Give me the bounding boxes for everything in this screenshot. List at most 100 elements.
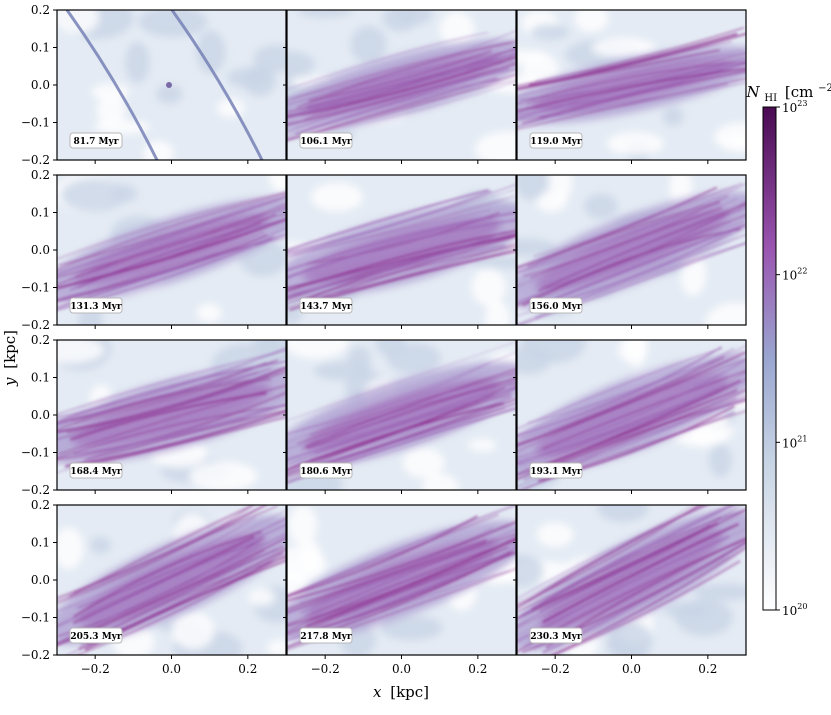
panel: 193.1 Myr [513,339,747,494]
x-tick-label: −0.2 [541,662,570,676]
y-tick-label: 0.2 [31,3,50,17]
y-tick-label: −0.2 [21,648,50,662]
time-label-box [69,462,123,479]
density-map [517,505,746,655]
x-tick-label: 0.0 [622,662,641,676]
y-axis-var: y [1,377,19,387]
dense-band [287,27,516,146]
y-tick-label: −0.1 [21,281,50,295]
density-map [287,10,516,160]
y-tick-label: 0.2 [31,333,50,347]
time-label-box [299,462,353,479]
panel: 143.7 Myr [283,174,517,329]
colorbar-tick-label: 1022 [782,267,807,283]
y-tick-label: 0.0 [31,78,50,92]
density-map [287,340,516,490]
x-tick-label: 0.0 [392,662,411,676]
dense-band [57,184,286,317]
diffuse-gas [57,10,286,160]
time-label: 217.8 Myr [300,632,352,642]
dense-band [517,505,746,655]
y-tick-label: 0.0 [31,408,50,422]
panel: −0.2 0.0 0.2 217.8 Myr [283,504,517,676]
time-label: 119.0 Myr [530,137,582,147]
filaments [65,10,264,160]
panel: 119.0 Myr [513,9,747,164]
panel: 0.2 0.1 0.0 −0.1 −0.2 131.3 Myr [21,168,287,332]
density-map [517,340,746,490]
time-label: 180.6 Myr [300,467,352,477]
colorbar: N HI [cm −2 ] 1023 1022 1021 1020 [745,77,831,618]
time-label: 156.0 Myr [530,302,582,312]
colorbar-tick-label: 1020 [782,602,807,618]
y-tick-label: −0.1 [21,611,50,625]
y-tick-label: −0.2 [21,153,50,167]
x-axis-var: x [373,683,382,701]
y-tick-label: 0.2 [31,168,50,182]
panel: 156.0 Myr [513,174,747,329]
x-axis-unit: [kpc] [390,683,429,701]
panel: −0.2 0.0 0.2 230.3 Myr [513,504,747,676]
colorbar-label: N HI [cm −2 ] [745,77,831,105]
y-tick-label: 0.1 [31,41,50,55]
time-label: 131.3 Myr [70,302,122,312]
panel: 180.6 Myr [283,339,517,494]
time-label: 168.4 Myr [70,467,122,477]
time-label: 205.3 Myr [70,632,122,642]
density-map [57,10,286,160]
dense-band [517,27,746,134]
time-label-box [529,132,583,149]
time-label-box [69,627,123,644]
density-map [517,10,746,160]
dense-band [57,340,286,480]
time-label-box [69,297,123,314]
colorbar-tick-label: 1021 [782,434,807,450]
panel: 0.2 0.1 0.0 −0.1 −0.2 168.4 Myr [21,333,287,497]
y-tick-label: 0.2 [31,498,50,512]
x-axis-label: x [kpc] [373,683,429,701]
x-tick-label: 0.2 [698,662,717,676]
x-tick-label: −0.2 [81,662,110,676]
y-tick-label: −0.2 [21,318,50,332]
x-tick-label: 0.2 [468,662,487,676]
y-axis-unit: [kpc] [1,330,19,369]
time-label-box [299,132,353,149]
time-label-box [529,297,583,314]
dense-band [287,175,516,314]
colorbar-ticks: 1023 1022 1021 1020 [776,99,807,618]
time-label-box [529,627,583,644]
density-map [57,340,286,490]
time-label: 106.1 Myr [300,137,352,147]
panel: 0.2 0.1 0.0 −0.1 −0.2 81.7 Myr [21,3,287,167]
time-label: 143.7 Myr [300,302,352,312]
time-label: 230.3 Myr [530,632,582,642]
colorbar-label-var: N [745,83,760,101]
y-tick-label: −0.1 [21,446,50,460]
y-axis-label: y [kpc] [1,330,19,387]
panel: 0.2 0.1 0.0 −0.1 −0.2 −0.2 0.0 0.2 205.3 Myr [21,498,287,676]
y-tick-label: −0.2 [21,483,50,497]
y-tick-label: 0.0 [31,573,50,587]
x-tick-label: −0.2 [311,662,340,676]
colorbar-label-sub: HI [764,93,777,104]
colorbar-gradient [762,106,777,611]
x-tick-label: 0.0 [162,662,181,676]
time-label-box [299,297,353,314]
y-tick-label: 0.0 [31,243,50,257]
time-label-box [69,132,123,149]
density-map [517,175,746,325]
y-tick-label: 0.1 [31,206,50,220]
colorbar-tick-label: 1023 [782,99,807,115]
x-tick-label: 0.2 [238,662,257,676]
colorbar-label-unit: [cm [785,83,813,101]
y-tick-label: 0.1 [31,371,50,385]
y-tick-label: 0.1 [31,536,50,550]
time-label-box [299,627,353,644]
panel: 106.1 Myr [283,9,517,164]
time-label: 81.7 Myr [74,137,119,147]
time-label: 193.1 Myr [530,467,582,477]
dense-band [517,341,746,490]
panel-grid: 0.2 0.1 0.0 −0.1 −0.2 81.7 Myr 106.1 Myr 119.0 … [21,3,747,676]
density-map [287,175,516,325]
